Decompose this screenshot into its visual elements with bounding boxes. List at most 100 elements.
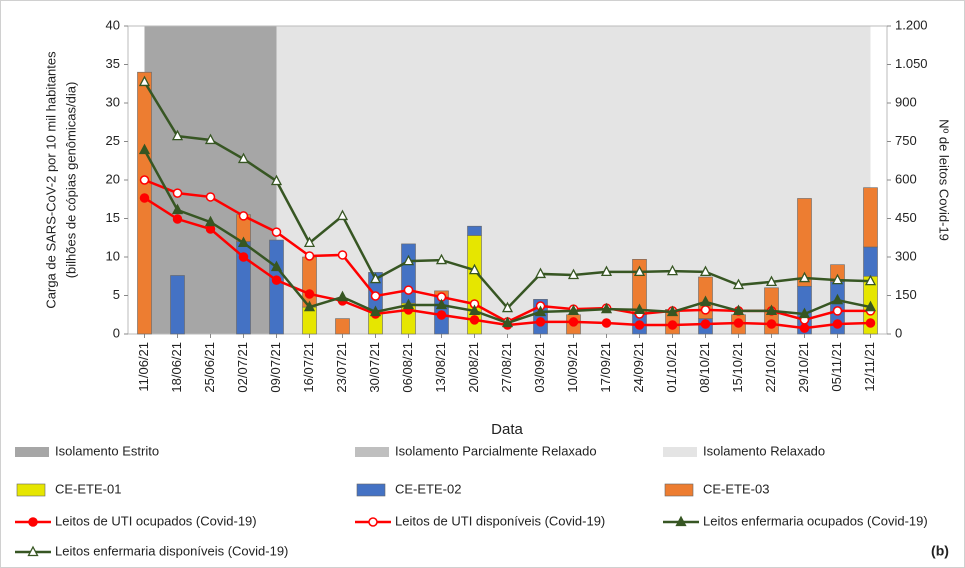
line-point [832,319,843,329]
y-tick-label: 20 [106,171,120,186]
y2-tick-label: 0 [895,325,902,340]
legend-label: Isolamento Parcialmente Relaxado [395,443,597,458]
line-point [799,323,810,333]
x-tick-label: 25/06/21 [202,342,217,393]
legend-item: Isolamento Parcialmente Relaxado [355,443,597,458]
y-tick-label: 10 [106,248,120,263]
legend-item: CE-ETE-03 [664,481,769,496]
legend-swatch [355,447,389,457]
x-tick-label: 30/07/21 [367,342,382,393]
line-point [337,250,348,260]
y-tick-label: 0 [113,325,120,340]
x-tick-label: 24/09/21 [631,342,646,393]
line-point [402,298,415,310]
y2-tick-label: 1.200 [895,17,928,32]
line-point [667,320,678,330]
y-tick-label: 15 [106,210,120,225]
line-point [634,320,645,330]
line-point [501,316,514,328]
line-point [633,303,646,315]
line-point [534,305,547,317]
y2-tick-label: 900 [895,94,917,109]
y2-tick-label: 150 [895,287,917,302]
legend-marker [27,545,39,557]
line-point [138,75,151,87]
legend-marker [368,517,378,527]
legend-label: CE-ETE-01 [55,481,121,496]
x-tick-label: 11/06/21 [136,342,151,392]
y2-tick-label: 1.050 [895,56,928,71]
line-point [403,285,414,295]
x-tick-label: 10/09/21 [565,342,580,393]
legend-item: CE-ETE-01 [16,481,121,496]
x-tick-label: 22/10/21 [763,342,778,393]
line-point [600,265,613,277]
line-point [304,251,315,261]
legend-swatch [663,447,697,457]
line-point [798,307,811,319]
line-point [435,298,448,310]
line-point [864,300,877,312]
bar-segment [467,225,482,236]
legend-label: Isolamento Relaxado [703,443,825,458]
x-tick-label: 16/07/21 [301,342,316,393]
line-point [864,274,877,286]
line-point [303,236,316,248]
line-point [469,315,480,325]
line-point [568,317,579,327]
line-point [237,152,250,164]
line-point [700,319,711,329]
line-point [204,215,217,227]
line-point [699,295,712,307]
x-tick-label: 08/10/21 [697,342,712,393]
line-point [238,211,249,221]
period-band [144,26,277,334]
line-point [369,305,382,317]
x-tick-label: 23/07/21 [334,342,349,393]
line-point [699,265,712,277]
line-point [402,254,415,266]
line-point [633,265,646,277]
bar-segment [335,318,350,335]
panel-label: (b) [931,543,949,559]
legend-swatch [15,447,49,457]
y2-tick-label: 450 [895,210,917,225]
line-point [798,271,811,283]
line-point [171,129,184,141]
line-point [139,193,150,203]
line-point [468,304,481,316]
line-point [567,268,580,280]
line-point [732,304,745,316]
line-point [270,260,283,272]
line-point [172,214,183,224]
line-point [468,263,481,275]
line-point [304,289,315,299]
y2-axis-label: Nº de leitos Covid-19 [937,119,952,241]
line-point [765,304,778,316]
line-point [600,302,613,314]
line-point [271,275,282,285]
line-point [435,253,448,265]
y-tick-label: 40 [106,17,120,32]
x-tick-label: 17/09/21 [598,342,613,393]
y-tick-label: 30 [106,94,120,109]
legend-label: Isolamento Estrito [55,443,159,458]
y2-tick-label: 300 [895,248,917,263]
x-tick-label: 27/08/21 [499,342,514,393]
line-point [733,318,744,328]
line-point [534,267,547,279]
legend-label: Leitos enfermaria ocupados (Covid-19) [703,513,928,528]
line-point [172,188,183,198]
legend-swatch [356,483,386,497]
line-point [238,252,249,262]
y2-tick-label: 600 [895,171,917,186]
line-point [139,175,150,185]
x-axis-label: Data [491,421,523,438]
line-point [271,227,282,237]
line-point [336,290,349,302]
line-point [270,174,283,186]
legend-item: Leitos enfermaria ocupados (Covid-19) [663,513,928,528]
legend-label: CE-ETE-02 [395,481,461,496]
line-point [237,236,250,248]
